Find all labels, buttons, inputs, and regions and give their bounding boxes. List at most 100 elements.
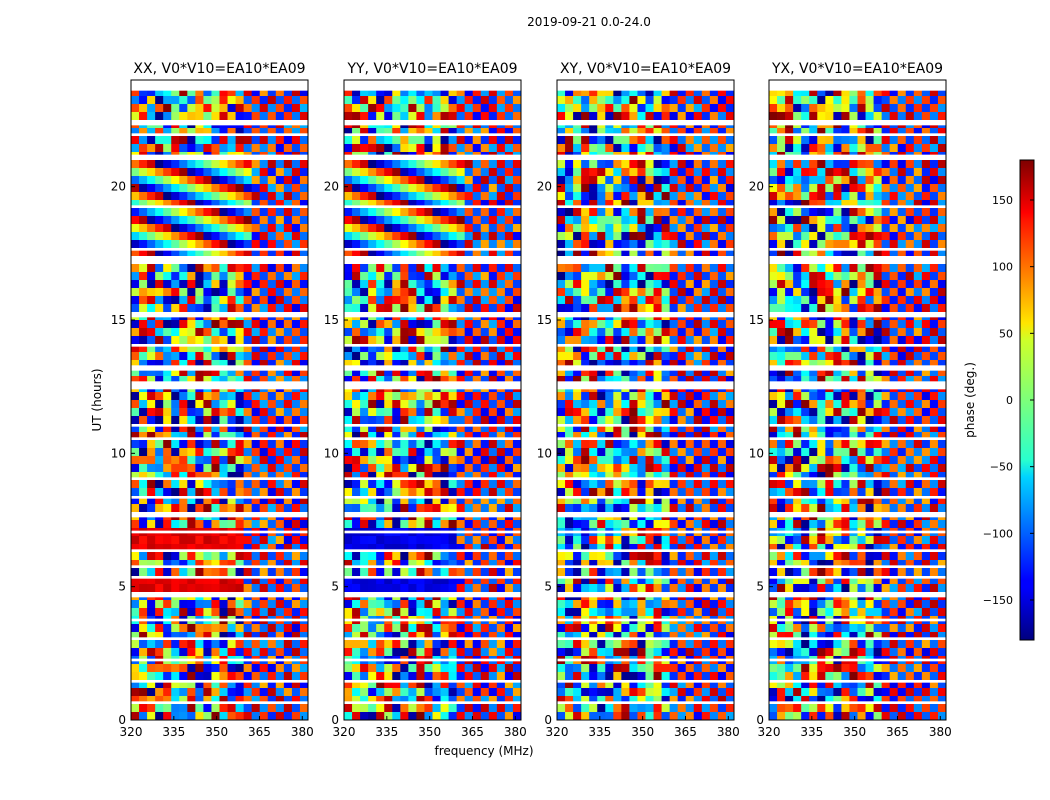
x-tick-label: 350 bbox=[418, 725, 441, 739]
phase-heatmap bbox=[557, 80, 735, 721]
panels-group: XX, V0*V10=EA10*EA09 320 335 350 365 380 0 5 10 1… bbox=[111, 61, 952, 739]
data-gap bbox=[557, 530, 734, 534]
colorbar-tick-label: −50 bbox=[990, 461, 1013, 474]
phase-heatmap bbox=[344, 80, 522, 721]
y-tick-label: 0 bbox=[118, 713, 126, 727]
y-tick-label: 5 bbox=[331, 580, 339, 594]
x-tick-label: 380 bbox=[291, 725, 314, 739]
data-gap bbox=[557, 381, 734, 390]
data-gap bbox=[557, 701, 734, 704]
data-gap bbox=[557, 365, 734, 371]
x-tick-label: 350 bbox=[843, 725, 866, 739]
data-gap bbox=[769, 576, 946, 579]
phase-heatmap bbox=[131, 80, 309, 721]
x-tick-label: 320 bbox=[120, 725, 143, 739]
data-gap bbox=[131, 133, 308, 136]
data-gap bbox=[769, 618, 946, 622]
data-gap bbox=[344, 618, 521, 622]
data-gap bbox=[131, 120, 308, 126]
x-tick-label: 350 bbox=[631, 725, 654, 739]
data-gap bbox=[769, 637, 946, 640]
data-gap bbox=[769, 680, 946, 683]
colorbar-tick-label: −150 bbox=[983, 594, 1013, 607]
data-gap bbox=[769, 381, 946, 390]
data-gap bbox=[557, 680, 734, 683]
x-tick-label: 350 bbox=[205, 725, 228, 739]
data-gap bbox=[344, 344, 521, 347]
panel-0: XX, V0*V10=EA10*EA09 320 335 350 365 380 0 5 10 1… bbox=[111, 61, 314, 739]
y-tick-label: 20 bbox=[324, 180, 339, 194]
y-tick-label: 5 bbox=[544, 580, 552, 594]
y-tick-label: 20 bbox=[537, 180, 552, 194]
data-gap bbox=[557, 80, 734, 91]
data-gap bbox=[769, 365, 946, 371]
colorbar-tick-label: 150 bbox=[992, 194, 1013, 207]
x-tick-label: 365 bbox=[886, 725, 909, 739]
data-gap bbox=[557, 549, 734, 552]
data-gap bbox=[131, 576, 308, 579]
data-gap bbox=[344, 565, 521, 568]
data-gap bbox=[769, 120, 946, 126]
data-gap bbox=[344, 424, 521, 427]
data-gap bbox=[557, 618, 734, 622]
data-gap bbox=[344, 120, 521, 126]
axes-frame bbox=[343, 79, 522, 721]
x-tick-label: 335 bbox=[800, 725, 823, 739]
axes-frame bbox=[130, 79, 309, 721]
data-gap bbox=[769, 512, 946, 518]
panel-1: YY, V0*V10=EA10*EA09 320 335 350 365 380 0 5 10 1… bbox=[324, 61, 527, 739]
data-gap bbox=[131, 549, 308, 552]
colorbar: phase (deg.) 150 100 50 0 −50 −100 −150 bbox=[963, 159, 1035, 641]
data-gap bbox=[557, 637, 734, 640]
data-gap bbox=[769, 312, 946, 318]
x-tick-label: 380 bbox=[504, 725, 527, 739]
x-axis-label: frequency (MHz) bbox=[434, 744, 533, 758]
data-gap bbox=[131, 496, 308, 499]
data-gap bbox=[131, 365, 308, 371]
y-tick-label: 0 bbox=[331, 713, 339, 727]
data-gap bbox=[131, 565, 308, 568]
x-tick-label: 320 bbox=[333, 725, 356, 739]
x-tick-label: 380 bbox=[717, 725, 740, 739]
x-tick-label: 320 bbox=[758, 725, 781, 739]
data-gap bbox=[557, 120, 734, 126]
x-tick-label: 320 bbox=[546, 725, 569, 739]
panel-title: XX, V0*V10=EA10*EA09 bbox=[133, 61, 305, 77]
y-tick-label: 10 bbox=[749, 446, 764, 460]
data-gap bbox=[557, 576, 734, 579]
data-gap bbox=[769, 658, 946, 662]
data-gap bbox=[131, 381, 308, 390]
data-gap bbox=[557, 565, 734, 568]
data-gap bbox=[769, 154, 946, 160]
panel-title: XY, V0*V10=EA10*EA09 bbox=[560, 61, 731, 77]
data-gap bbox=[557, 437, 734, 440]
data-gap bbox=[344, 592, 521, 598]
y-tick-label: 20 bbox=[111, 180, 126, 194]
data-gap bbox=[131, 437, 308, 440]
data-gap bbox=[344, 530, 521, 534]
data-gap bbox=[344, 512, 521, 518]
colorbar-tick-label: −100 bbox=[983, 527, 1013, 540]
data-gap bbox=[344, 133, 521, 136]
y-tick-label: 20 bbox=[749, 180, 764, 194]
data-gap bbox=[769, 477, 946, 480]
data-gap bbox=[769, 496, 946, 499]
data-gap bbox=[344, 477, 521, 480]
data-gap bbox=[344, 256, 521, 264]
y-axis-label: UT (hours) bbox=[90, 368, 104, 431]
data-gap bbox=[131, 154, 308, 160]
x-tick-label: 335 bbox=[588, 725, 611, 739]
data-gap bbox=[769, 592, 946, 598]
panel-title: YX, V0*V10=EA10*EA09 bbox=[771, 61, 943, 77]
data-gap bbox=[344, 381, 521, 390]
colorbar-tick-label: 0 bbox=[1006, 394, 1013, 407]
data-gap bbox=[344, 496, 521, 499]
axes-frame bbox=[556, 79, 735, 721]
x-tick-label: 365 bbox=[248, 725, 271, 739]
data-gap bbox=[769, 701, 946, 704]
data-gap bbox=[557, 256, 734, 264]
data-gap bbox=[557, 133, 734, 136]
data-gap bbox=[557, 344, 734, 347]
data-gap bbox=[344, 549, 521, 552]
